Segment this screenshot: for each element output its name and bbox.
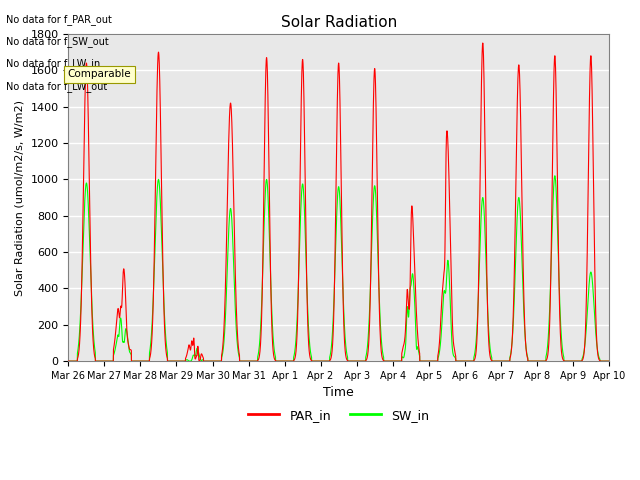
X-axis label: Time: Time — [323, 386, 354, 399]
Text: No data for f_LW_in: No data for f_LW_in — [6, 59, 100, 70]
Legend: PAR_in, SW_in: PAR_in, SW_in — [243, 404, 434, 427]
Title: Solar Radiation: Solar Radiation — [280, 15, 397, 30]
Text: No data for f_SW_out: No data for f_SW_out — [6, 36, 109, 48]
Text: No data for f_PAR_out: No data for f_PAR_out — [6, 14, 112, 25]
Text: No data for f_LW_out: No data for f_LW_out — [6, 81, 108, 92]
Y-axis label: Solar Radiation (umol/m2/s, W/m2): Solar Radiation (umol/m2/s, W/m2) — [15, 99, 25, 296]
Text: Comparable: Comparable — [67, 70, 131, 79]
